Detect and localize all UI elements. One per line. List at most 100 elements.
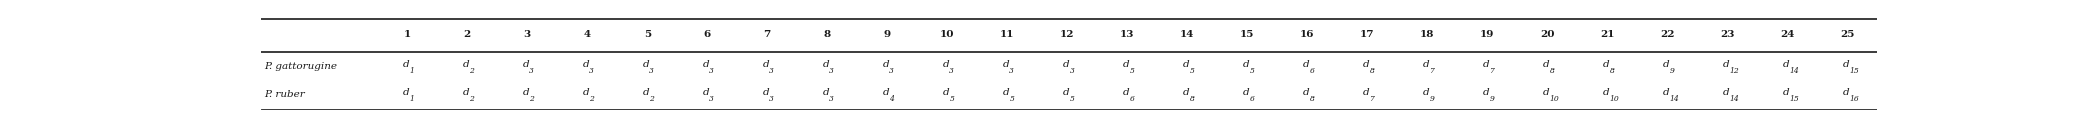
Text: 8: 8	[1189, 96, 1195, 103]
Text: 13: 13	[1120, 30, 1135, 39]
Text: 3: 3	[1070, 67, 1074, 75]
Text: d: d	[463, 60, 469, 69]
Text: 8: 8	[824, 30, 830, 39]
Text: d: d	[1183, 88, 1189, 97]
Text: d: d	[1243, 88, 1250, 97]
Text: 10: 10	[941, 30, 955, 39]
Text: 16: 16	[1850, 96, 1859, 103]
Text: 9: 9	[1669, 67, 1675, 75]
Text: 20: 20	[1539, 30, 1554, 39]
Text: 2: 2	[530, 96, 534, 103]
Text: 5: 5	[1070, 96, 1074, 103]
Text: 8: 8	[1550, 67, 1554, 75]
Text: 3: 3	[524, 30, 530, 39]
Text: d: d	[703, 88, 709, 97]
Text: d: d	[882, 88, 889, 97]
Text: 19: 19	[1481, 30, 1494, 39]
Text: 7: 7	[1371, 96, 1375, 103]
Text: 12: 12	[1060, 30, 1074, 39]
Text: d: d	[642, 88, 649, 97]
Text: 5: 5	[1189, 67, 1195, 75]
Text: 25: 25	[1840, 30, 1854, 39]
Text: 5: 5	[1129, 67, 1135, 75]
Text: 3: 3	[830, 96, 834, 103]
Text: 5: 5	[645, 30, 651, 39]
Text: d: d	[1663, 60, 1669, 69]
Text: 18: 18	[1421, 30, 1435, 39]
Text: d: d	[1483, 60, 1489, 69]
Text: d: d	[1784, 88, 1790, 97]
Text: d: d	[1122, 88, 1131, 97]
Text: 5: 5	[1010, 96, 1014, 103]
Text: 4: 4	[584, 30, 590, 39]
Text: 2: 2	[590, 96, 595, 103]
Text: 14: 14	[1790, 67, 1800, 75]
Text: 9: 9	[884, 30, 891, 39]
Text: 9: 9	[1489, 96, 1494, 103]
Text: 3: 3	[709, 96, 713, 103]
Text: d: d	[403, 60, 409, 69]
Text: P. ruber: P. ruber	[265, 90, 305, 99]
Text: 10: 10	[1610, 96, 1619, 103]
Text: 7: 7	[1429, 67, 1435, 75]
Text: 7: 7	[763, 30, 772, 39]
Text: d: d	[524, 88, 530, 97]
Text: d: d	[1064, 88, 1070, 97]
Text: d: d	[1064, 60, 1070, 69]
Text: 15: 15	[1790, 96, 1800, 103]
Text: 14: 14	[1669, 96, 1679, 103]
Text: 5: 5	[949, 96, 953, 103]
Text: d: d	[943, 88, 949, 97]
Text: d: d	[763, 88, 770, 97]
Text: 8: 8	[1371, 67, 1375, 75]
Text: d: d	[703, 60, 709, 69]
Text: 3: 3	[530, 67, 534, 75]
Text: d: d	[1304, 60, 1310, 69]
Text: 1: 1	[403, 30, 411, 39]
Text: d: d	[1663, 88, 1669, 97]
Text: 3: 3	[649, 67, 655, 75]
Text: d: d	[1423, 88, 1429, 97]
Text: 3: 3	[949, 67, 953, 75]
Text: d: d	[1544, 88, 1550, 97]
Text: d: d	[1304, 88, 1310, 97]
Text: d: d	[403, 88, 409, 97]
Text: d: d	[1723, 60, 1729, 69]
Text: d: d	[763, 60, 770, 69]
Text: d: d	[824, 60, 830, 69]
Text: 6: 6	[703, 30, 711, 39]
Text: d: d	[1483, 88, 1489, 97]
Text: 15: 15	[1239, 30, 1254, 39]
Text: d: d	[463, 88, 469, 97]
Text: 9: 9	[1429, 96, 1435, 103]
Text: 22: 22	[1660, 30, 1675, 39]
Text: d: d	[824, 88, 830, 97]
Text: d: d	[943, 60, 949, 69]
Text: 3: 3	[1010, 67, 1014, 75]
Text: d: d	[582, 60, 590, 69]
Text: d: d	[1723, 88, 1729, 97]
Text: d: d	[1544, 60, 1550, 69]
Text: d: d	[1122, 60, 1131, 69]
Text: d: d	[524, 60, 530, 69]
Text: 1: 1	[409, 96, 415, 103]
Text: d: d	[1604, 88, 1610, 97]
Text: d: d	[1003, 88, 1010, 97]
Text: d: d	[1362, 88, 1371, 97]
Text: 3: 3	[770, 96, 774, 103]
Text: 14: 14	[1181, 30, 1195, 39]
Text: 2: 2	[463, 30, 471, 39]
Text: 2: 2	[469, 96, 474, 103]
Text: 8: 8	[1310, 96, 1314, 103]
Text: d: d	[1362, 60, 1371, 69]
Text: 2: 2	[649, 96, 655, 103]
Text: 10: 10	[1550, 96, 1558, 103]
Text: 2: 2	[469, 67, 474, 75]
Text: 8: 8	[1610, 67, 1615, 75]
Text: d: d	[1183, 60, 1189, 69]
Text: 11: 11	[999, 30, 1014, 39]
Text: d: d	[582, 88, 590, 97]
Text: d: d	[1844, 88, 1850, 97]
Text: 3: 3	[770, 67, 774, 75]
Text: d: d	[1243, 60, 1250, 69]
